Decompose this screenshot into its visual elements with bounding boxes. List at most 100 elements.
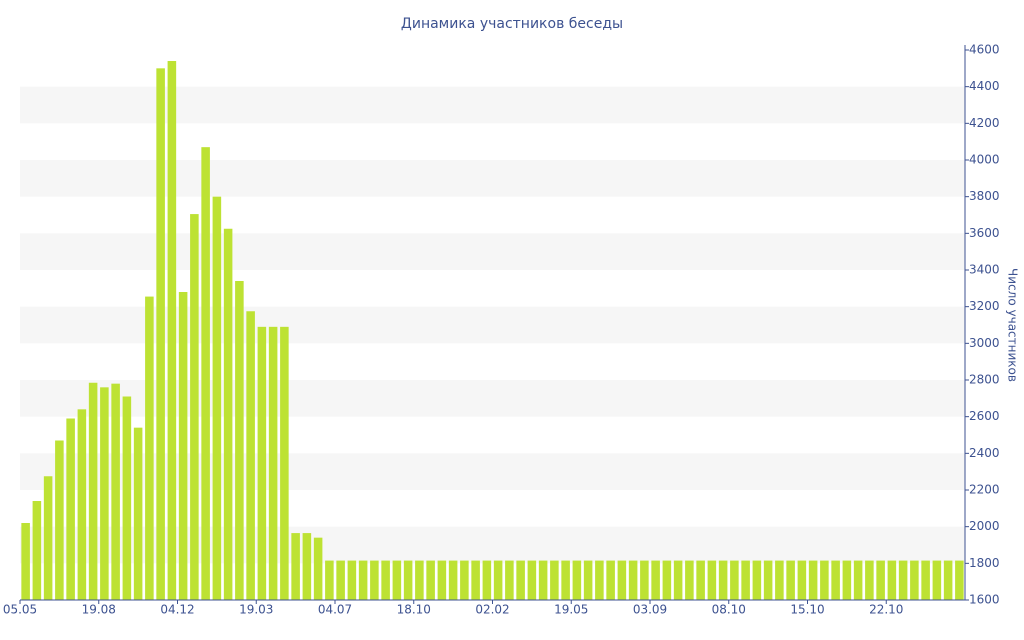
bar bbox=[201, 147, 210, 600]
bar bbox=[820, 560, 829, 600]
y-tick-label: 3200 bbox=[969, 299, 1000, 313]
bar bbox=[685, 560, 694, 600]
bar bbox=[291, 533, 300, 600]
bar bbox=[955, 560, 964, 600]
y-tick-label: 4200 bbox=[969, 116, 1000, 130]
x-tick-label: 19.05 bbox=[554, 603, 588, 617]
bar bbox=[797, 560, 807, 600]
bar bbox=[66, 418, 75, 600]
bar bbox=[606, 560, 615, 600]
bar bbox=[403, 560, 413, 600]
bar bbox=[448, 560, 458, 600]
bar bbox=[313, 537, 323, 600]
y-tick-label: 4600 bbox=[969, 43, 1000, 57]
bar bbox=[325, 560, 334, 600]
bar bbox=[77, 409, 87, 600]
bar bbox=[257, 326, 267, 600]
bar bbox=[763, 560, 773, 600]
x-tick-label: 08.10 bbox=[712, 603, 746, 617]
bar bbox=[460, 560, 469, 600]
y-tick-label: 2000 bbox=[969, 519, 1000, 533]
bar bbox=[43, 476, 53, 600]
bar bbox=[876, 560, 885, 600]
bar bbox=[572, 560, 582, 600]
y-tick-label: 2400 bbox=[969, 446, 1000, 460]
bar bbox=[268, 326, 278, 600]
bar bbox=[55, 440, 64, 600]
bar bbox=[133, 427, 143, 600]
bar bbox=[235, 281, 244, 600]
bar bbox=[190, 214, 199, 601]
bar bbox=[88, 382, 98, 600]
bar bbox=[370, 560, 379, 600]
bar bbox=[842, 560, 852, 600]
x-tick-label: 19.08 bbox=[82, 603, 116, 617]
x-tick-label: 03.09 bbox=[633, 603, 667, 617]
y-tick-label: 4400 bbox=[969, 79, 1000, 93]
x-tick-label: 04.12 bbox=[160, 603, 194, 617]
bar bbox=[122, 396, 132, 600]
y-tick-label: 3600 bbox=[969, 226, 1000, 240]
bar bbox=[392, 560, 402, 600]
y-tick-label: 2200 bbox=[969, 483, 1000, 497]
bar bbox=[786, 560, 795, 600]
bar bbox=[707, 560, 717, 600]
x-tick-label: 22.10 bbox=[869, 603, 903, 617]
x-tick-label: 19.03 bbox=[239, 603, 273, 617]
bar bbox=[898, 560, 908, 600]
y-tick-label: 3400 bbox=[969, 263, 1000, 277]
x-tick-label: 15.10 bbox=[790, 603, 824, 617]
bar bbox=[493, 560, 503, 600]
bar bbox=[640, 560, 649, 600]
bar bbox=[730, 560, 739, 600]
bar bbox=[482, 560, 492, 600]
bar bbox=[865, 560, 874, 600]
bar bbox=[831, 560, 840, 600]
y-tick-label: 1800 bbox=[969, 556, 1000, 570]
chart-title: Динамика участников беседы bbox=[401, 16, 623, 32]
bar bbox=[673, 560, 683, 600]
grid-band bbox=[20, 380, 965, 417]
bar bbox=[808, 560, 818, 600]
grid-band bbox=[20, 526, 965, 564]
bar bbox=[538, 560, 548, 600]
grid-band bbox=[20, 306, 965, 344]
y-tick-label: 4000 bbox=[969, 153, 1000, 167]
bar bbox=[347, 560, 357, 600]
bar bbox=[696, 560, 705, 600]
bar bbox=[336, 560, 345, 600]
bar bbox=[280, 326, 289, 600]
bar bbox=[302, 533, 312, 600]
bar bbox=[415, 560, 424, 600]
bar bbox=[910, 560, 919, 600]
bar bbox=[775, 560, 784, 600]
bar bbox=[381, 560, 390, 600]
bar bbox=[145, 296, 154, 600]
grid-band bbox=[20, 86, 965, 124]
y-tick-label: 2600 bbox=[969, 409, 1000, 423]
bar bbox=[426, 560, 435, 600]
bar bbox=[943, 560, 953, 600]
y-tick-label: 2800 bbox=[969, 373, 1000, 387]
grid-band bbox=[20, 453, 965, 490]
x-tick-label: 02.02 bbox=[475, 603, 509, 617]
bar bbox=[853, 560, 863, 600]
x-tick-label: 05.05 bbox=[3, 603, 37, 617]
bar bbox=[358, 560, 368, 600]
x-tick-label: 18.10 bbox=[397, 603, 431, 617]
bar bbox=[212, 196, 222, 600]
bar bbox=[921, 560, 930, 600]
bar bbox=[617, 560, 627, 600]
bar bbox=[752, 560, 762, 600]
y-tick-label: 3000 bbox=[969, 336, 1000, 350]
y-tick-label: 3800 bbox=[969, 189, 1000, 203]
bar bbox=[583, 560, 593, 600]
bar bbox=[932, 560, 942, 600]
bar bbox=[651, 560, 660, 600]
bar bbox=[156, 68, 165, 601]
bar bbox=[718, 560, 728, 600]
bar bbox=[516, 560, 525, 600]
bar bbox=[550, 560, 559, 600]
bar bbox=[167, 61, 177, 600]
